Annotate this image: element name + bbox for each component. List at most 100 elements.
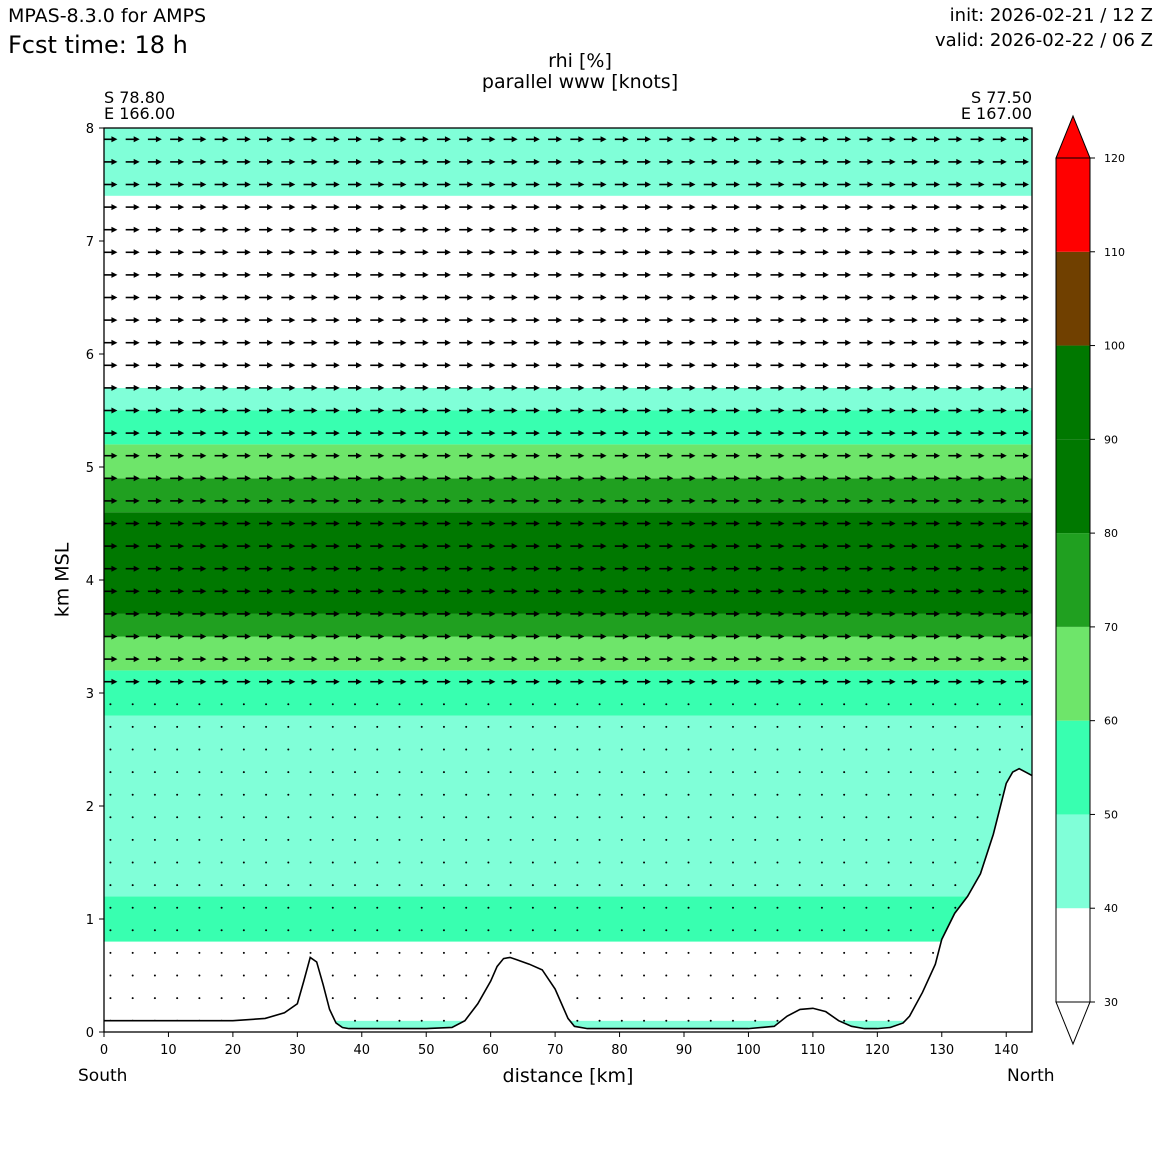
wind-arrow — [531, 906, 534, 909]
wind-arrow — [503, 543, 518, 550]
wind-arrow — [265, 816, 268, 819]
wind-arrow — [754, 1019, 757, 1022]
wind-arrow — [770, 339, 785, 346]
wind-arrow — [887, 861, 890, 864]
wind-arrow — [932, 951, 935, 954]
wind-arrow — [770, 136, 785, 143]
wind-arrow — [909, 793, 912, 796]
wind-arrow — [709, 771, 712, 774]
wind-arrow — [548, 271, 563, 278]
wind-arrow — [976, 771, 979, 774]
wind-arrow — [954, 748, 957, 751]
wind-arrow — [242, 997, 245, 1000]
wind-arrow — [926, 317, 941, 324]
wind-arrow — [598, 771, 601, 774]
wind-arrow — [325, 633, 340, 640]
wind-arrow — [303, 452, 318, 459]
wind-arrow — [459, 226, 474, 233]
wind-arrow — [125, 181, 140, 188]
wind-arrow — [436, 384, 451, 391]
wind-arrow — [837, 317, 852, 324]
wind-arrow — [709, 748, 712, 751]
wind-arrow — [436, 294, 451, 301]
wind-arrow — [436, 430, 451, 437]
wind-arrow — [926, 181, 941, 188]
wind-arrow — [970, 317, 985, 324]
wind-arrow — [153, 974, 156, 977]
wind-arrow — [992, 633, 1007, 640]
wind-arrow — [598, 997, 601, 1000]
wind-arrow — [147, 633, 162, 640]
wind-arrow — [170, 136, 185, 143]
wind-arrow — [992, 271, 1007, 278]
wind-arrow — [236, 430, 251, 437]
wind-arrow — [843, 997, 846, 1000]
wind-arrow — [798, 748, 801, 751]
wind-arrow — [881, 452, 896, 459]
wind-arrow — [637, 136, 652, 143]
wind-arrow — [170, 339, 185, 346]
wind-arrow — [731, 951, 734, 954]
wind-arrow — [659, 181, 674, 188]
wind-arrow — [926, 430, 941, 437]
wind-arrow — [814, 656, 829, 663]
wind-arrow — [859, 452, 874, 459]
wind-arrow — [687, 838, 690, 841]
wind-arrow — [592, 158, 607, 165]
start-longitude: E 166.00 — [104, 104, 176, 123]
wind-arrow — [214, 204, 229, 211]
wind-arrow — [392, 588, 407, 595]
wind-arrow — [798, 951, 801, 954]
wind-arrow — [348, 430, 363, 437]
wind-arrow — [926, 520, 941, 527]
wind-arrow — [303, 497, 318, 504]
wind-arrow — [792, 610, 807, 617]
wind-arrow — [420, 929, 423, 932]
wind-arrow — [153, 884, 156, 887]
wind-arrow — [548, 294, 563, 301]
wind-arrow — [620, 951, 623, 954]
wind-arrow — [865, 951, 868, 954]
x-tick-label: 40 — [354, 1043, 371, 1058]
wind-arrow — [1015, 249, 1030, 256]
wind-arrow — [776, 861, 779, 864]
wind-arrow — [837, 136, 852, 143]
wind-arrow — [147, 543, 162, 550]
wind-arrow — [242, 951, 245, 954]
wind-arrow — [153, 725, 156, 728]
wind-arrow — [303, 565, 318, 572]
wind-arrow — [192, 633, 207, 640]
wind-arrow — [614, 362, 629, 369]
wind-arrow — [792, 226, 807, 233]
wind-arrow — [265, 974, 268, 977]
wind-arrow — [170, 430, 185, 437]
wind-arrow — [970, 271, 985, 278]
wind-arrow — [948, 339, 963, 346]
wind-arrow — [376, 974, 379, 977]
wind-arrow — [837, 226, 852, 233]
wind-arrow — [620, 838, 623, 841]
wind-arrow — [725, 384, 740, 391]
wind-arrow — [614, 249, 629, 256]
wind-arrow — [592, 520, 607, 527]
wind-arrow — [614, 317, 629, 324]
wind-arrow — [881, 656, 896, 663]
wind-arrow — [487, 861, 490, 864]
wind-arrow — [820, 748, 823, 751]
wind-arrow — [147, 204, 162, 211]
wind-arrow — [548, 565, 563, 572]
wind-arrow — [459, 362, 474, 369]
wind-arrow — [681, 362, 696, 369]
wind-arrow — [481, 384, 496, 391]
wind-arrow — [104, 633, 118, 640]
wind-arrow — [325, 407, 340, 414]
wind-arrow — [681, 610, 696, 617]
wind-arrow — [459, 588, 474, 595]
wind-arrow — [592, 226, 607, 233]
wind-arrow — [147, 136, 162, 143]
wind-arrow — [436, 249, 451, 256]
wind-arrow — [687, 1019, 690, 1022]
wind-arrow — [525, 565, 540, 572]
wind-arrow — [976, 861, 979, 864]
wind-arrow — [459, 181, 474, 188]
